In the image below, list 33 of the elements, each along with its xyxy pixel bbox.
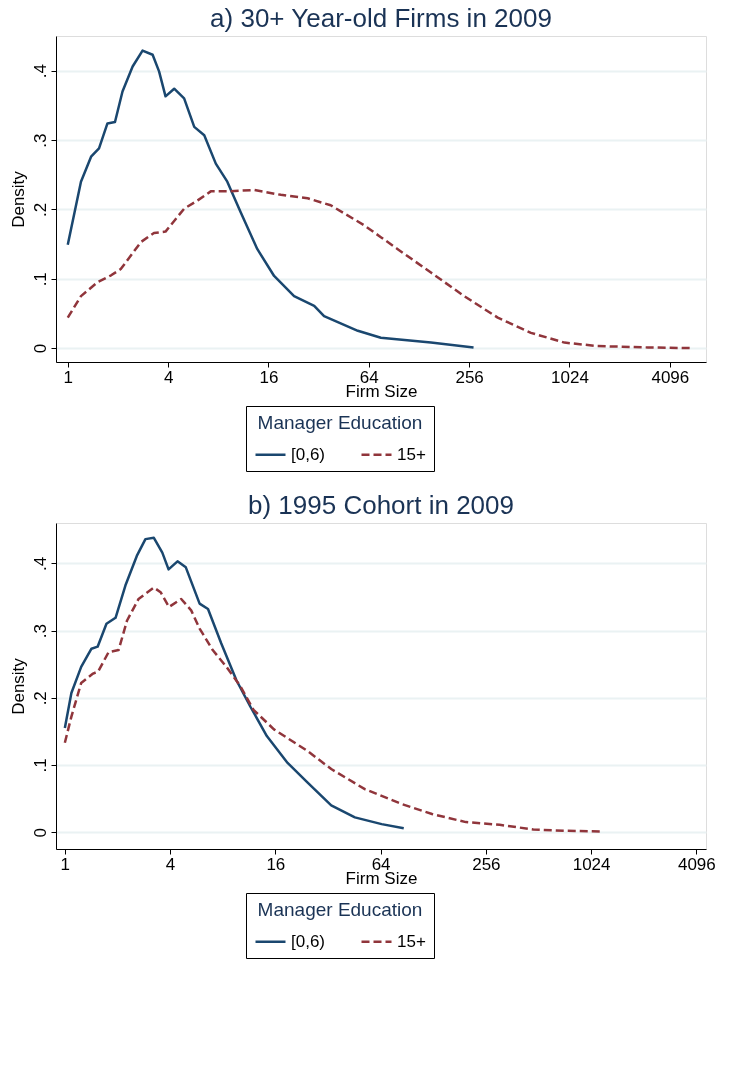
y-tick-label: 0 bbox=[30, 343, 50, 354]
x-tick-label: 16 bbox=[266, 854, 286, 874]
x-tick-label: 16 bbox=[259, 367, 279, 387]
y-tick-label: .4 bbox=[30, 556, 50, 571]
x-tick-label: 256 bbox=[455, 367, 484, 387]
y-axis-title: Density bbox=[8, 657, 28, 715]
legend-label: [0,6) bbox=[291, 931, 326, 951]
y-tick-label: 0 bbox=[30, 827, 50, 838]
chart-title: a) 30+ Year-old Firms in 2009 bbox=[210, 3, 552, 33]
x-tick-label: 1024 bbox=[572, 854, 611, 874]
x-tick-label: 4 bbox=[165, 854, 176, 874]
y-axis-title: Density bbox=[8, 170, 28, 228]
legend-label: 15+ bbox=[397, 444, 426, 464]
legend-label: 15+ bbox=[397, 931, 426, 951]
x-tick-label: 4 bbox=[163, 367, 174, 387]
x-tick-label: 1024 bbox=[551, 367, 589, 387]
x-tick-label: 1 bbox=[60, 854, 71, 874]
y-tick-label: .2 bbox=[30, 691, 50, 706]
legend-title: Manager Education bbox=[257, 899, 423, 920]
x-tick-label: 4096 bbox=[677, 854, 716, 874]
x-tick-label: 4096 bbox=[651, 367, 690, 387]
y-tick-label: .3 bbox=[30, 133, 50, 148]
y-tick-label: .1 bbox=[30, 272, 50, 287]
y-tick-label: .4 bbox=[30, 64, 50, 79]
legend-label: [0,6) bbox=[291, 444, 326, 464]
y-tick-label: .2 bbox=[30, 202, 50, 217]
chart-title: b) 1995 Cohort in 2009 bbox=[248, 490, 514, 520]
y-tick-label: .1 bbox=[30, 758, 50, 773]
y-tick-label: .3 bbox=[30, 623, 50, 639]
x-tick-label: 64 bbox=[359, 367, 379, 387]
legend-title: Manager Education bbox=[257, 412, 423, 433]
x-tick-label: 256 bbox=[472, 854, 501, 874]
x-tick-label: 1 bbox=[63, 367, 73, 387]
